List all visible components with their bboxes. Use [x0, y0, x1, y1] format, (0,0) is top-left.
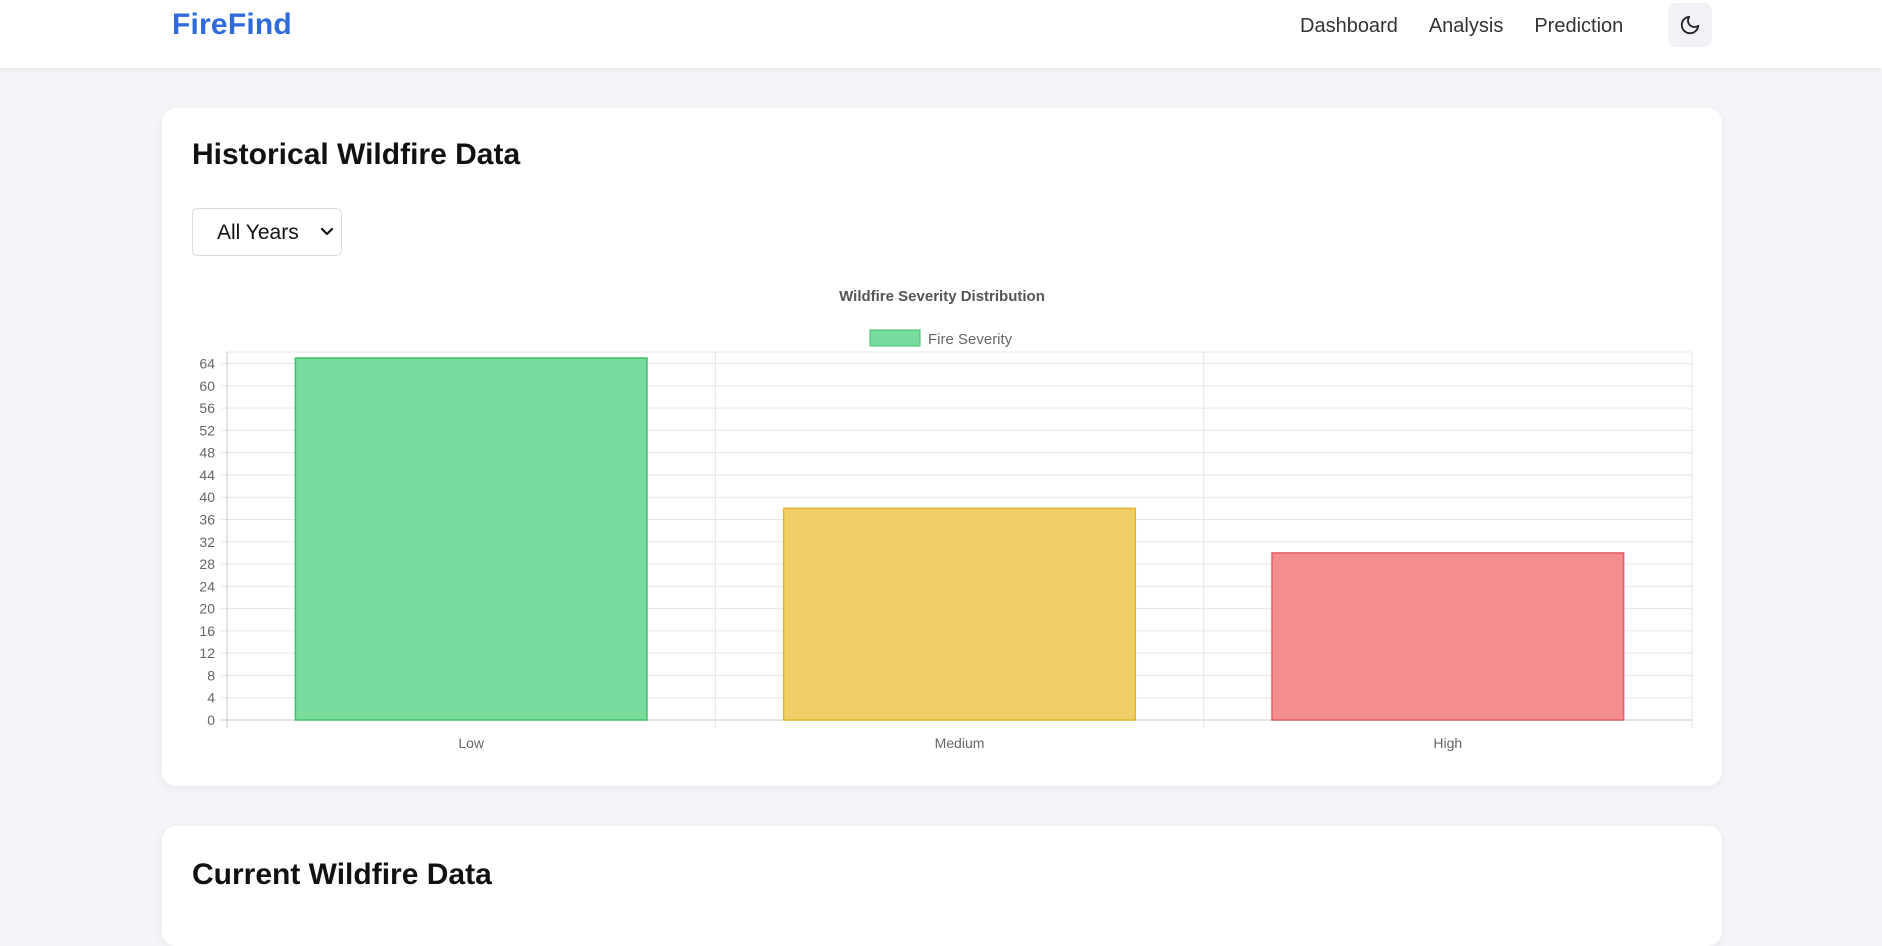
- y-tick-label: 40: [199, 489, 215, 505]
- severity-bar-chart: Wildfire Severity Distribution Fire Seve…: [199, 288, 1693, 751]
- current-wildfire-card: Current Wildfire Data: [162, 826, 1722, 946]
- top-navbar: FireFind Dashboard Analysis Prediction: [0, 0, 1882, 68]
- bar-medium[interactable]: [782, 507, 1137, 721]
- y-tick-label: 52: [199, 422, 215, 438]
- bar-low[interactable]: [294, 357, 648, 721]
- y-tick-label: 56: [199, 400, 215, 416]
- nav-link-prediction[interactable]: Prediction: [1534, 15, 1624, 37]
- y-tick-label: 4: [207, 690, 215, 706]
- y-tick-label: 20: [199, 601, 215, 617]
- nav-link-analysis[interactable]: Analysis: [1428, 15, 1504, 37]
- moon-icon: [1680, 15, 1700, 35]
- nav-links: Dashboard Analysis Prediction: [1300, 14, 1654, 38]
- bar-high[interactable]: [1271, 552, 1625, 721]
- theme-toggle-button[interactable]: [1668, 3, 1712, 47]
- brand-logo[interactable]: FireFind: [172, 8, 292, 41]
- legend-swatch-fire-severity[interactable]: [869, 329, 921, 347]
- y-tick-label: 12: [199, 645, 215, 661]
- y-tick-label: 48: [199, 445, 215, 461]
- y-tick-label: 8: [207, 667, 215, 683]
- y-tick-label: 24: [199, 578, 215, 594]
- historical-section-title: Historical Wildfire Data: [192, 138, 521, 171]
- y-tick-label: 64: [199, 356, 215, 372]
- y-tick-label: 0: [207, 712, 215, 728]
- legend-label-fire-severity[interactable]: Fire Severity: [928, 331, 1013, 348]
- y-tick-label: 36: [199, 512, 215, 528]
- chart-title: Wildfire Severity Distribution: [839, 288, 1045, 305]
- x-tick-label: Low: [458, 735, 485, 751]
- y-tick-label: 32: [199, 534, 215, 550]
- year-filter-select[interactable]: All Years: [192, 208, 342, 256]
- y-tick-label: 60: [199, 378, 215, 394]
- nav-link-dashboard[interactable]: Dashboard: [1300, 15, 1398, 37]
- current-section-title: Current Wildfire Data: [192, 858, 492, 891]
- y-tick-label: 28: [199, 556, 215, 572]
- x-tick-label: Medium: [935, 735, 985, 751]
- y-tick-label: 44: [199, 467, 215, 483]
- y-tick-label: 16: [199, 623, 215, 639]
- historical-wildfire-card: Historical Wildfire Data All Years Wildf…: [162, 108, 1722, 786]
- x-tick-label: High: [1433, 735, 1462, 751]
